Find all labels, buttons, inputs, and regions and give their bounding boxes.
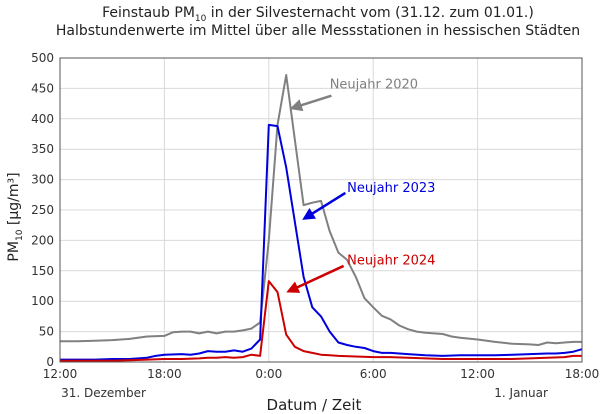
series-line (60, 74, 582, 346)
y-tick-label: 0 (46, 355, 54, 369)
y-tick-label: 200 (31, 233, 54, 247)
x-tick-labels: 12:00 18:00 0:00 6:00 12:00 18:00 (43, 367, 600, 381)
series-label: Neujahr 2020 (330, 77, 418, 92)
y-tick-label: 450 (31, 81, 54, 95)
date-label: 31. Dezember (61, 386, 146, 400)
chart-title-line2: Halbstundenwerte im Mittel über alle Mes… (56, 23, 580, 39)
y-tick-label: 400 (31, 112, 54, 126)
annotation-arrow (286, 264, 345, 293)
series-line (60, 123, 583, 361)
annotation-arrow (302, 191, 347, 220)
y-tick-label: 500 (31, 51, 54, 65)
x-tick-label: 0:00 (255, 367, 282, 381)
x-tick-label: 18:00 (147, 367, 182, 381)
y-tick-label: 50 (39, 325, 54, 339)
series-lines (60, 74, 583, 362)
y-tick-label: 300 (31, 173, 54, 187)
annotation-arrow (289, 94, 332, 112)
x-tick-label: 12:00 (460, 367, 495, 381)
plot-frame (59, 57, 583, 363)
y-tick-label: 350 (31, 142, 54, 156)
y-tick-label: 250 (31, 203, 54, 217)
x-tick-label: 6:00 (360, 367, 387, 381)
series-label: Neujahr 2024 (347, 254, 435, 269)
chart-title-line1: Feinstaub PM10 in der Silvesternacht vom… (102, 5, 534, 24)
y-axis-label: PM10 [µg/m³] (6, 172, 25, 261)
date-labels: 31. Dezember 1. Januar (61, 386, 548, 400)
y-tick-labels: 0 50 100 150 200 250 300 350 400 450 500 (31, 51, 54, 369)
x-axis-label: Datum / Zeit (267, 396, 362, 414)
series-annotations: Neujahr 2020 Neujahr 2023 Neujahr 2024 (286, 77, 435, 293)
y-tick-label: 100 (31, 294, 54, 308)
series-label: Neujahr 2023 (347, 181, 435, 196)
x-tick-label: 18:00 (565, 367, 600, 381)
series-line (60, 280, 582, 362)
x-tick-label: 12:00 (43, 367, 78, 381)
y-tick-label: 150 (31, 264, 54, 278)
date-label: 1. Januar (494, 386, 548, 400)
